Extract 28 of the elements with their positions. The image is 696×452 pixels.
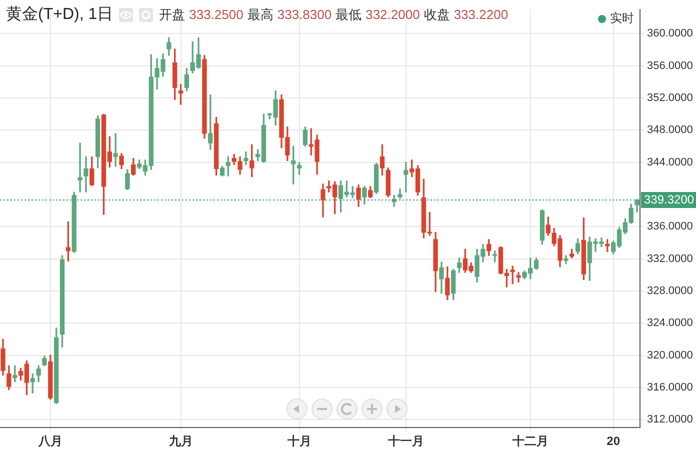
- y-tick-label: 336.0000: [647, 220, 693, 233]
- candlestick: [404, 162, 408, 192]
- candlestick: [564, 255, 568, 264]
- x-tick-label: 20: [606, 434, 620, 448]
- candlestick: [244, 152, 248, 166]
- x-tick-label: 十一月: [386, 434, 424, 448]
- annotation: 实时: [610, 10, 634, 27]
- y-tick-label: 332.0000: [647, 252, 693, 265]
- y-tick-label: 324.0000: [647, 317, 693, 330]
- candlestick: [84, 156, 88, 192]
- x-tick-label: 九月: [168, 434, 193, 448]
- chart-subtitle: 开盘 333.2500 最高 333.8300 最低 332.2000 收盘 333.2200: [159, 6, 508, 22]
- x-tick-label: 十月: [286, 434, 312, 448]
- y-tick-label: 316.0000: [647, 381, 693, 394]
- y-tick-label: 312.0000: [647, 414, 693, 426]
- y-tick-label: 356.0000: [647, 60, 693, 72]
- chart-title: 黄金(T+D), 1日: [6, 4, 114, 25]
- y-tick-label: 320.0000: [647, 349, 693, 362]
- y-tick-label: 328.0000: [647, 284, 693, 297]
- y-tick-label: 360.0000: [647, 28, 693, 40]
- x-tick-label: 八月: [37, 434, 62, 448]
- candlestick: [516, 272, 521, 282]
- x-tick-label: 十二月: [511, 434, 548, 448]
- candlestick: [78, 142, 82, 192]
- y-tick-label: 344.0000: [647, 156, 693, 168]
- y-tick-label: 352.0000: [647, 92, 693, 104]
- ref-line-label: 339.3200: [644, 192, 694, 206]
- y-tick-label: 348.0000: [647, 124, 693, 136]
